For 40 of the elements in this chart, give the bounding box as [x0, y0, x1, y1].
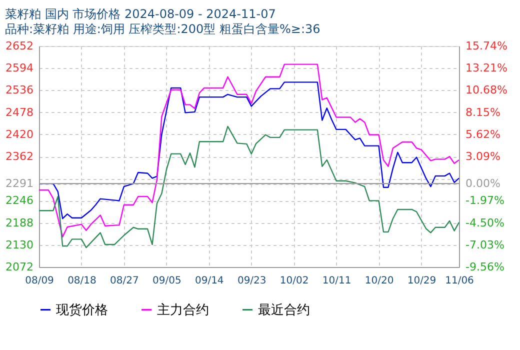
y-tick-label: 2420 [6, 128, 34, 141]
x-tick-label: 11/06 [445, 276, 474, 286]
x-tick-label: 09/14 [194, 276, 224, 286]
y-tick-label: 2536 [6, 84, 34, 97]
y2-tick-label: 8.15% [466, 106, 500, 119]
y2-tick-label: -1.97% [466, 194, 504, 208]
y2-tick-label: 3.09% [466, 150, 500, 163]
x-tick-label: 08/27 [110, 276, 139, 286]
y-tick-label: 2188 [6, 216, 34, 230]
y-tick-label: 2291 [6, 177, 34, 190]
x-tick-label: 10/02 [280, 276, 309, 286]
y2-tick-label: -9.56% [466, 260, 504, 274]
y-tick-label: 2652 [6, 40, 34, 52]
chart-subtitle: 品种:菜籽粕 用途:饲用 压榨类型:200型 粗蛋白含量%≥:36 [5, 22, 320, 36]
x-tick-label: 10/29 [407, 276, 436, 286]
y-tick-label: 2478 [6, 106, 34, 119]
line-series [38, 64, 460, 238]
y2-tick-label: 0.00% [466, 176, 500, 190]
legend-label: 主力合约 [157, 302, 209, 318]
chart-title: 菜籽粕 国内 市场价格 2024-08-09 - 2024-11-07 [5, 7, 276, 21]
y2-tick-label: 13.21% [466, 62, 508, 75]
y-tick-label: 2362 [6, 150, 34, 163]
legend-label: 现货价格 [56, 302, 108, 318]
y2-tick-label: 15.74% [466, 40, 508, 52]
x-tick-label: 09/05 [152, 276, 182, 286]
y-tick-label: 2246 [6, 194, 34, 208]
x-tick-label: 08/18 [68, 276, 96, 286]
x-tick-label: 10/20 [364, 276, 394, 286]
y2-tick-label: 5.62% [466, 128, 500, 141]
x-tick-label: 08/09 [25, 276, 54, 286]
y-tick-label: 2594 [6, 62, 34, 75]
y2-tick-label: -7.03% [466, 238, 504, 252]
line-series [38, 126, 460, 248]
y-tick-label: 2130 [6, 238, 34, 252]
y-tick-label: 2072 [6, 260, 34, 274]
y2-tick-label: -4.50% [466, 216, 504, 230]
x-tick-label: 10/11 [322, 276, 352, 286]
legend-label: 最近合约 [258, 302, 310, 318]
x-tick-label: 09/23 [237, 276, 266, 286]
y2-tick-label: 10.68% [466, 84, 508, 97]
